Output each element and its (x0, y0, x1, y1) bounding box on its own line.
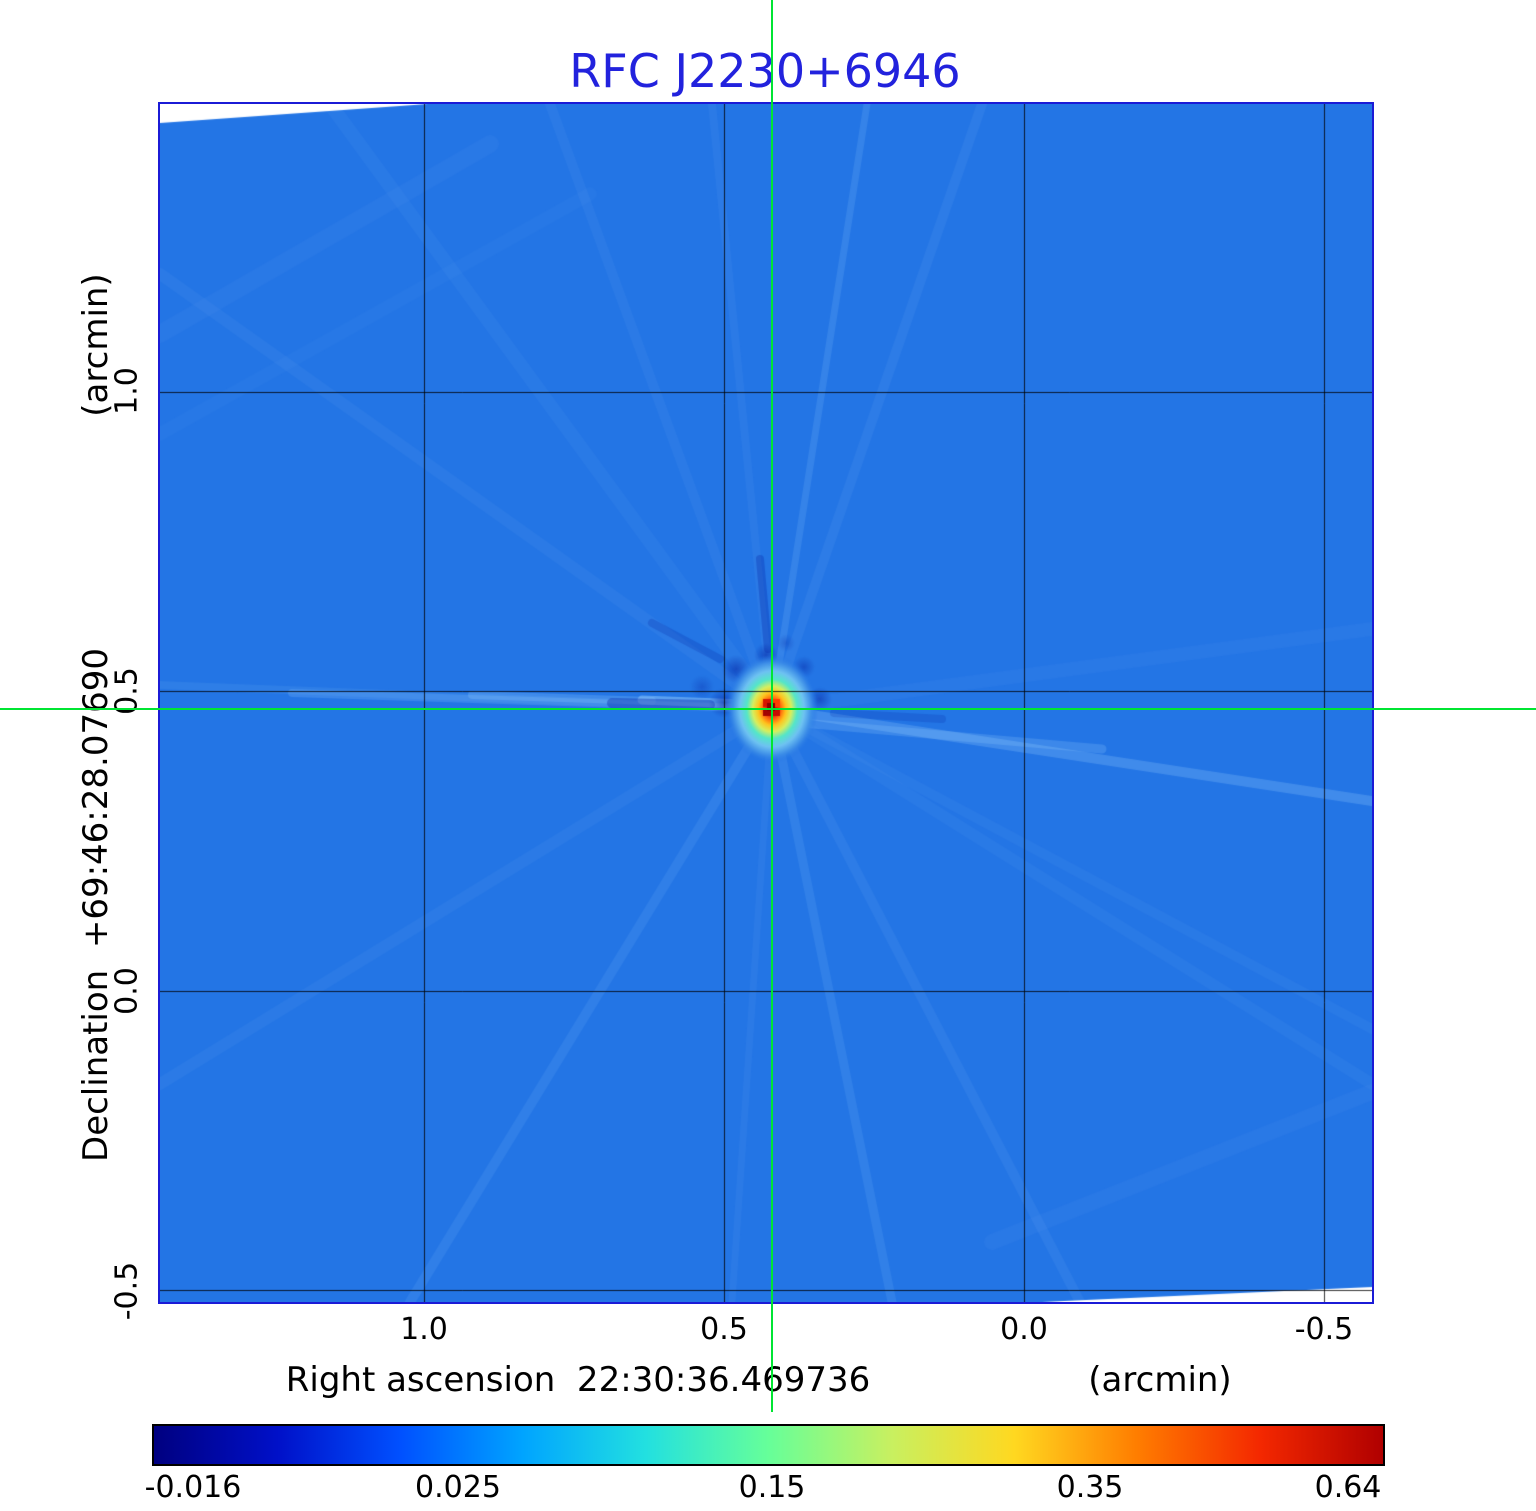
colorbar-tick-label: 0.025 (415, 1470, 501, 1505)
x-axis-unit-label: (arcmin) (1088, 1360, 1232, 1400)
crosshair-horizontal-line (0, 708, 1536, 710)
colorbar-tick-label: 0.64 (1314, 1470, 1382, 1505)
x-tick-label: 0.5 (700, 1312, 748, 1347)
colorbar (152, 1424, 1385, 1466)
y-tick-label: 0.0 (109, 967, 145, 1015)
colorbar-gradient (154, 1426, 1383, 1464)
colorbar-tick-label: 0.15 (738, 1470, 806, 1505)
colorbar-tick-label: 0.35 (1056, 1470, 1124, 1505)
x-tick-label: 1.0 (400, 1312, 448, 1347)
x-tick-label: 0.0 (1000, 1312, 1048, 1347)
y-axis-title: Declination +69:46:28.07690 (76, 648, 116, 1162)
y-tick-label: 1.0 (109, 367, 145, 415)
y-tick-label: -0.5 (109, 1261, 145, 1321)
figure-title: RFC J2230+6946 (569, 44, 961, 98)
x-axis-title: Right ascension 22:30:36.469736 (285, 1360, 871, 1400)
x-tick-label: -0.5 (1294, 1312, 1354, 1347)
crosshair-vertical-line (771, 0, 773, 1412)
sky-map-canvas (160, 104, 1372, 1302)
plot-area (158, 102, 1374, 1304)
colorbar-tick-label: -0.016 (144, 1470, 242, 1505)
